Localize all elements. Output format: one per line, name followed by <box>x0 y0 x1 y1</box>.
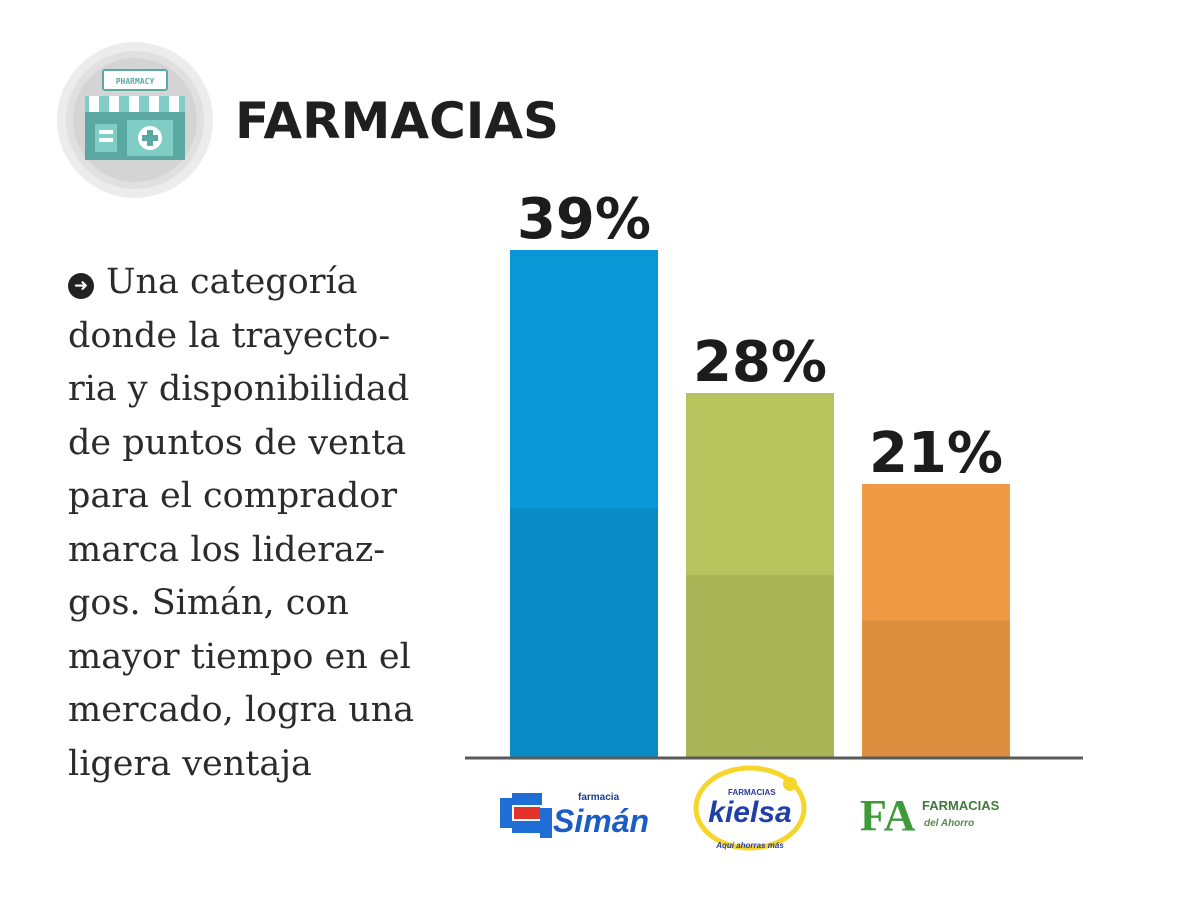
ahorro-logo-main: FA <box>860 791 916 840</box>
pharmacy-store-icon: PHARMACY <box>57 42 213 198</box>
kielsa-logo-top: FARMACIAS <box>728 788 776 797</box>
data-label-1: 39% <box>517 187 651 252</box>
pharmacy-sign-text: PHARMACY <box>116 77 155 86</box>
arrow-right-icon: ➜ <box>68 273 94 299</box>
siman-logo-top: farmacia <box>578 792 620 803</box>
ahorro-logo-line2: del Ahorro <box>924 818 974 829</box>
farmacias-del-ahorro-logo: FA FARMACIAS del Ahorro <box>860 791 1000 840</box>
description-line: ➜ Una categoría <box>68 256 438 310</box>
farmacia-siman-logo: farmacia Simán <box>500 792 649 839</box>
description-line: mayor tiempo en el <box>68 636 411 677</box>
description-text: ➜ Una categoría donde la trayecto- ria y … <box>68 256 438 791</box>
description-line: de puntos de venta <box>68 422 407 463</box>
data-label-2: 28% <box>693 330 827 395</box>
page-title: FARMACIAS <box>235 92 560 150</box>
description-line-text: Una categoría <box>106 262 358 302</box>
siman-logo-main: Simán <box>553 803 649 839</box>
bars-layer: 39% 28% 21% <box>510 187 1010 757</box>
bar-3-lower-shade <box>862 620 1010 757</box>
bar-2-lower-shade <box>686 575 834 757</box>
data-label-3: 21% <box>869 421 1003 486</box>
description-line: ligera ventaja <box>68 743 312 784</box>
description-line: gos. Simán, con <box>68 583 349 623</box>
bar-1-lower-shade <box>510 508 658 757</box>
description-line: donde la trayecto- <box>68 315 391 356</box>
ahorro-logo-line1: FARMACIAS <box>922 798 1000 813</box>
description-line: ria y disponibilidad <box>68 369 410 409</box>
farmacias-kielsa-logo: FARMACIAS kielsa Aquí ahorras más <box>693 765 807 851</box>
description-line: mercado, logra una <box>68 690 415 730</box>
kielsa-logo-tagline: Aquí ahorras más <box>715 841 784 850</box>
description-line: para el comprador <box>68 476 398 516</box>
description-line: marca los lideraz- <box>68 529 386 570</box>
kielsa-logo-main: kielsa <box>708 796 791 829</box>
